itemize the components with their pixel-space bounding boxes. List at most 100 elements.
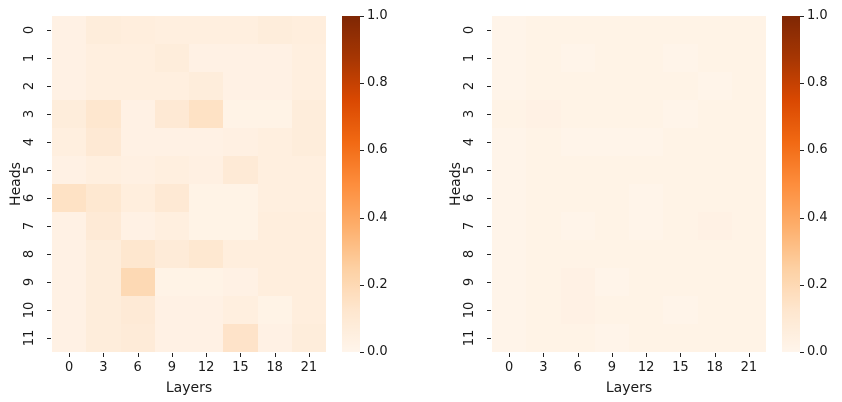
heatmap-cell xyxy=(731,184,766,212)
colorbar-tick-label: 0.8 xyxy=(807,75,828,91)
colorbar-tick-mark xyxy=(800,284,804,286)
heatmap-cell xyxy=(223,44,258,72)
heatmap-cell xyxy=(86,44,121,72)
x-axis-label: Layers xyxy=(605,380,653,396)
heatmap-cell xyxy=(492,324,527,352)
colorbar-tick-mark xyxy=(360,217,364,219)
heatmap-cell xyxy=(257,44,292,72)
heatmap-cell xyxy=(291,324,326,352)
heatmap-cell xyxy=(560,156,595,184)
heatmap-cell xyxy=(526,324,561,352)
heatmap-cell xyxy=(560,296,595,324)
y-tick-mark xyxy=(47,114,51,115)
heatmap-cell xyxy=(52,128,87,156)
heatmap-cell xyxy=(189,44,224,72)
heatmap-cell xyxy=(189,72,224,100)
heatmap-cell xyxy=(223,324,258,352)
heatmap-cell xyxy=(223,128,258,156)
y-tick-mark xyxy=(47,170,51,171)
heatmap-cell xyxy=(697,184,732,212)
heatmap-cell xyxy=(52,324,87,352)
heatmap-cell xyxy=(560,100,595,128)
heatmap-cell xyxy=(154,44,189,72)
heatmap-cell xyxy=(86,296,121,324)
colorbar-tick-label: 1.0 xyxy=(807,8,828,23)
heatmap-cell xyxy=(629,184,664,212)
x-tick-label: 9 xyxy=(607,360,617,375)
heatmap-cell xyxy=(492,296,527,324)
heatmap-cell xyxy=(492,212,527,240)
heatmap-cell xyxy=(731,100,766,128)
heatmap-cell xyxy=(594,72,629,100)
y-axis-label: Heads xyxy=(448,162,464,206)
y-tick-mark xyxy=(487,198,491,199)
heatmap-cell xyxy=(492,100,527,128)
heatmap-cell xyxy=(120,100,155,128)
heatmap-cell xyxy=(594,156,629,184)
heatmap-cell xyxy=(697,16,732,44)
heatmap-cell xyxy=(594,184,629,212)
heatmap-cell xyxy=(189,324,224,352)
heatmap-cell xyxy=(663,240,698,268)
y-tick-mark xyxy=(487,142,491,143)
heatmap-cell xyxy=(291,156,326,184)
heatmap-cell xyxy=(257,296,292,324)
heatmap-cell xyxy=(526,44,561,72)
heatmap-cell xyxy=(526,296,561,324)
heatmap-cell xyxy=(492,128,527,156)
heatmap-cell xyxy=(291,128,326,156)
heatmap-cell xyxy=(697,72,732,100)
x-axis-label: Layers xyxy=(165,380,213,396)
heatmap-cell xyxy=(189,268,224,296)
colorbar-tick-mark xyxy=(360,284,364,286)
heatmap-cell xyxy=(120,296,155,324)
heatmap-cell xyxy=(52,16,87,44)
heatmap-cell xyxy=(560,16,595,44)
heatmap-cell xyxy=(291,16,326,44)
heatmap-cell xyxy=(154,212,189,240)
y-tick-label: 3 xyxy=(462,109,477,119)
heatmap-grid xyxy=(52,16,326,352)
heatmap-cell xyxy=(291,44,326,72)
heatmap-cell xyxy=(257,240,292,268)
heatmap-cell xyxy=(697,128,732,156)
y-tick-mark xyxy=(47,58,51,59)
heatmap-cell xyxy=(120,44,155,72)
heatmap-cell xyxy=(154,268,189,296)
heatmap-cell xyxy=(492,268,527,296)
heatmap-cell xyxy=(120,240,155,268)
x-tick-mark xyxy=(543,353,545,357)
heatmap-cell xyxy=(594,324,629,352)
heatmap-cell xyxy=(86,184,121,212)
heatmap-cell xyxy=(697,240,732,268)
heatmap-cell xyxy=(52,268,87,296)
x-tick-label: 3 xyxy=(539,360,548,375)
heatmap-cell xyxy=(663,72,698,100)
heatmap-cell xyxy=(629,100,664,128)
heatmap-cell xyxy=(291,268,326,296)
heatmap-cell xyxy=(697,100,732,128)
heatmap-cell xyxy=(52,44,87,72)
x-tick-mark xyxy=(69,353,71,357)
heatmap-cell xyxy=(189,240,224,268)
y-tick-mark xyxy=(487,338,491,339)
heatmap-cell xyxy=(223,296,258,324)
x-tick-mark xyxy=(137,353,139,357)
heatmap-cell xyxy=(257,128,292,156)
y-tick-label: 8 xyxy=(462,249,477,259)
colorbar-tick-mark xyxy=(360,352,364,353)
heatmap-cell xyxy=(629,128,664,156)
heatmap-cell xyxy=(526,72,561,100)
y-tick-label: 10 xyxy=(462,301,477,319)
heatmap-cell xyxy=(629,324,664,352)
heatmap-cell xyxy=(154,324,189,352)
colorbar-tick-mark xyxy=(800,16,804,17)
heatmap-cell xyxy=(629,44,664,72)
heatmap-cell xyxy=(697,44,732,72)
y-tick-mark xyxy=(47,310,51,311)
y-tick-mark xyxy=(487,86,491,87)
heatmap-cell xyxy=(526,212,561,240)
heatmap-cell xyxy=(86,268,121,296)
x-tick-label: 12 xyxy=(637,360,655,375)
colorbar-tick-mark xyxy=(800,150,804,152)
